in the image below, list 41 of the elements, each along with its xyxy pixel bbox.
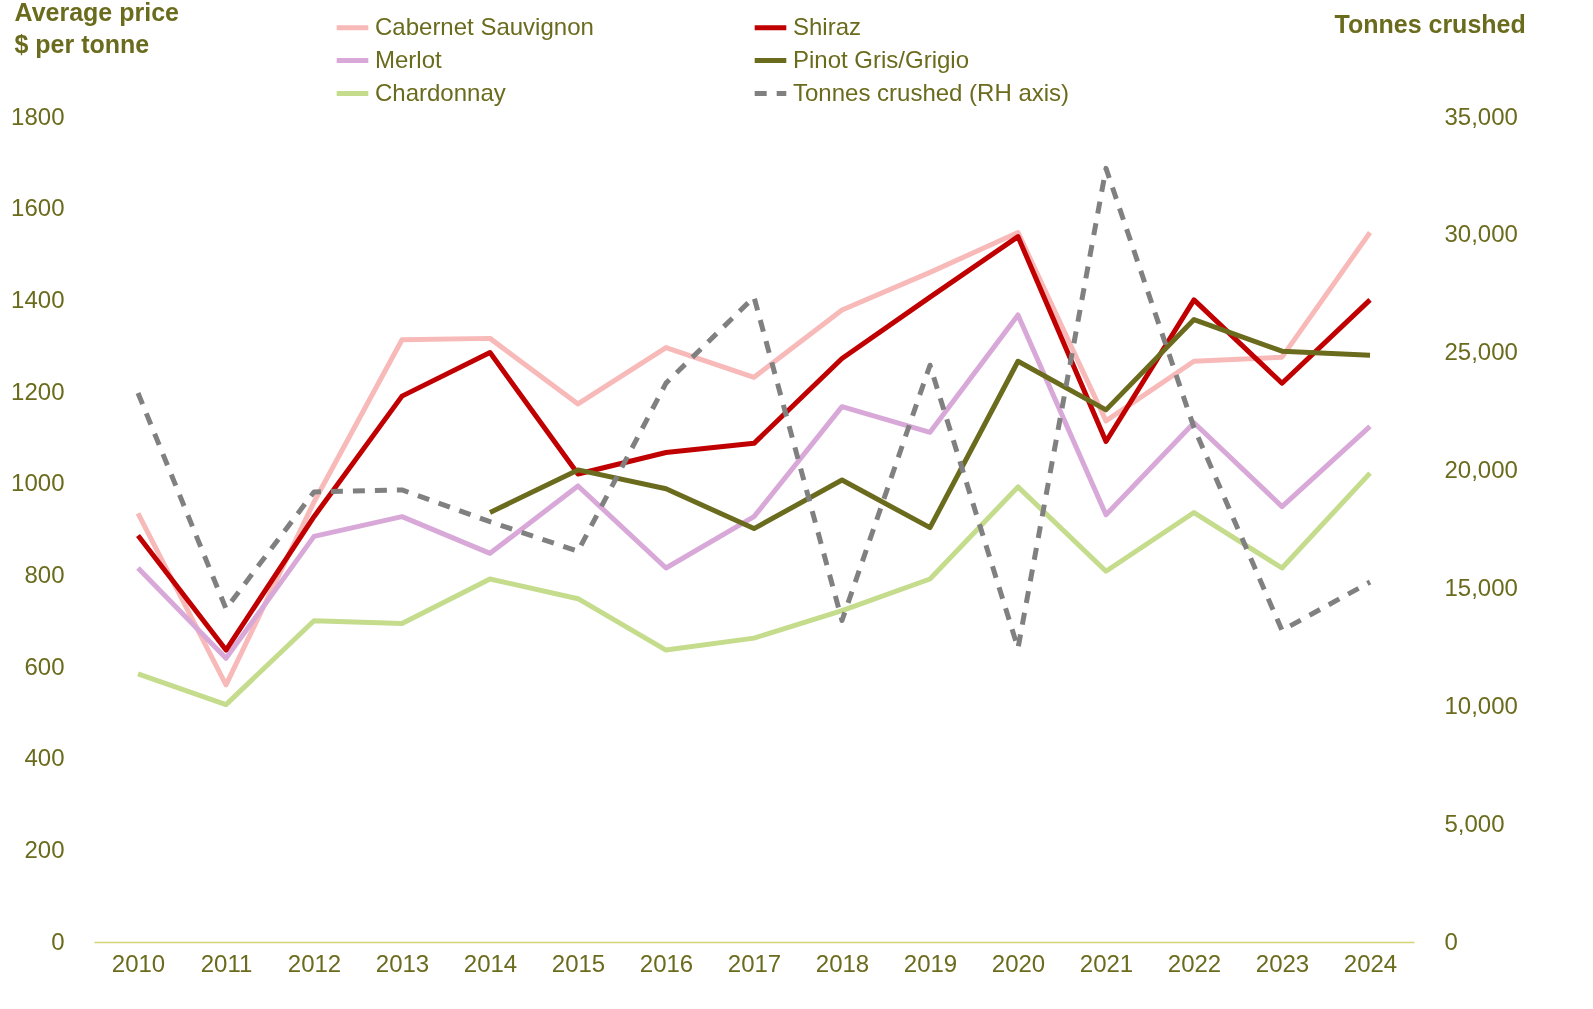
x-tick-label: 2024 — [1343, 949, 1398, 977]
y2-tick-label: 10,000 — [1444, 691, 1518, 719]
y-tick-label: 0 — [51, 927, 65, 955]
y-tick-label: 400 — [24, 744, 65, 772]
y-tick-label: 1000 — [11, 469, 65, 497]
y-tick-label: 200 — [24, 835, 65, 863]
x-tick-label: 2018 — [815, 949, 870, 977]
legend-label: Merlot — [375, 45, 443, 73]
y2-tick-label: 15,000 — [1444, 573, 1518, 601]
legend-label: Chardonnay — [375, 78, 506, 106]
y2-tick-label: 5,000 — [1444, 809, 1505, 837]
y-tick-label: 800 — [24, 560, 65, 588]
y2-tick-label: 30,000 — [1444, 220, 1518, 248]
y-tick-label: 1600 — [11, 194, 65, 222]
x-tick-label: 2020 — [991, 949, 1046, 977]
x-tick-label: 2010 — [111, 949, 166, 977]
x-tick-label: 2017 — [727, 949, 782, 977]
y-tick-label: 1800 — [11, 102, 65, 130]
y-axis-title: Average price $ per tonne — [14, 0, 180, 58]
y2-tick-label: 35,000 — [1444, 102, 1518, 130]
x-tick-label: 2016 — [639, 949, 694, 977]
x-tick-label: 2023 — [1255, 949, 1310, 977]
x-tick-label: 2011 — [200, 949, 253, 977]
legend-label: Pinot Gris/Grigio — [793, 45, 970, 73]
y-tick-label: 1400 — [11, 285, 65, 313]
y-tick-label: 1200 — [11, 377, 65, 405]
y2-tick-label: 25,000 — [1444, 338, 1518, 366]
x-tick-label: 2022 — [1167, 949, 1222, 977]
x-tick-label: 2012 — [287, 949, 342, 977]
x-tick-label: 2014 — [463, 949, 518, 977]
y-tick-label: 600 — [24, 652, 65, 680]
x-tick-label: 2021 — [1079, 949, 1134, 977]
y2-tick-label: 0 — [1444, 927, 1458, 955]
x-tick-label: 2013 — [375, 949, 430, 977]
y2-tick-label: 20,000 — [1444, 456, 1518, 484]
legend-label: Shiraz — [793, 12, 862, 40]
legend-label: Tonnes crushed (RH axis) — [793, 78, 1070, 106]
y2-axis-title: Tonnes crushed — [1334, 9, 1526, 38]
legend-label: Cabernet Sauvignon — [375, 12, 594, 40]
x-tick-label: 2015 — [551, 949, 606, 977]
x-tick-label: 2019 — [903, 949, 958, 977]
